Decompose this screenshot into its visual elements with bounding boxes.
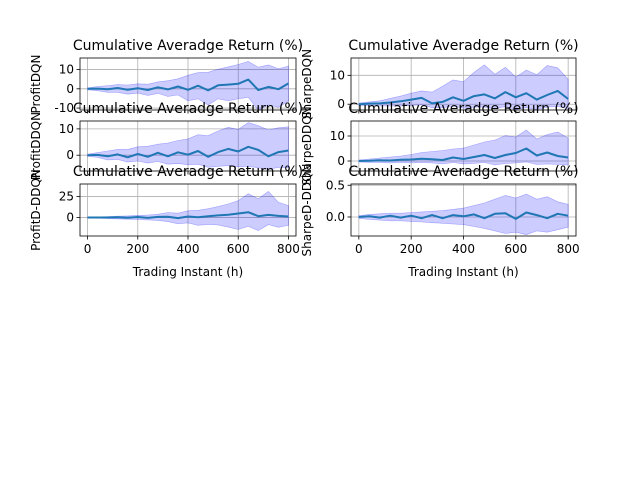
subplot-3: 0 10 Cumulative Averadge Return (%) ProfitD… bbox=[29, 101, 303, 180]
mean-return-line bbox=[358, 211, 569, 220]
y-tick-label: 0 bbox=[66, 82, 74, 96]
y-tick-label: 0 bbox=[337, 97, 345, 111]
x-tick-label: 600 bbox=[227, 242, 250, 256]
confidence-band bbox=[87, 61, 289, 111]
x-axis-label: Trading Instant (h) bbox=[407, 265, 518, 279]
y-tick-label: 0.5 bbox=[326, 178, 345, 192]
x-tick-label: 200 bbox=[126, 242, 149, 256]
mean-return-line bbox=[87, 145, 289, 159]
mean-return-line bbox=[358, 89, 569, 106]
y-tick-label: 10 bbox=[330, 68, 345, 82]
confidence-band bbox=[358, 129, 569, 166]
subplot-1: -10 0 10 Cumulative Averadge Return (%) Prof… bbox=[29, 38, 303, 115]
x-tick-label: 800 bbox=[277, 242, 300, 256]
y-tick-label: 0 bbox=[66, 148, 74, 162]
subplot-title: Cumulative Averadge Return (%) bbox=[348, 164, 578, 180]
x-tick-label: 600 bbox=[504, 242, 527, 256]
subplot-title: Cumulative Averadge Return (%) bbox=[348, 38, 578, 54]
y-axis-label: SharpeD-DDQN bbox=[300, 164, 314, 257]
y-tick-label: 0 bbox=[337, 154, 345, 168]
x-tick-label: 800 bbox=[557, 242, 580, 256]
y-axis-label: ProfitDQN bbox=[29, 55, 43, 114]
y-axis-label: SharpeDDQN bbox=[300, 106, 314, 185]
x-tick-label: 200 bbox=[400, 242, 423, 256]
x-tick-label: 400 bbox=[452, 242, 475, 256]
y-axis-label: SharpeDQN bbox=[300, 49, 314, 119]
subplot-title: Cumulative Averadge Return (%) bbox=[73, 101, 303, 117]
subplot-title: Cumulative Averadge Return (%) bbox=[73, 164, 303, 180]
mean-return-line bbox=[358, 147, 569, 162]
y-tick-label: -10 bbox=[54, 101, 74, 115]
x-axis-label: Trading Instant (h) bbox=[132, 265, 243, 279]
confidence-band bbox=[87, 122, 289, 170]
y-tick-label: 10 bbox=[59, 122, 74, 136]
subplot-title: Cumulative Averadge Return (%) bbox=[348, 101, 578, 117]
confidence-band bbox=[87, 190, 289, 231]
y-tick-label: 0.0 bbox=[326, 210, 345, 224]
y-tick-label: 25 bbox=[59, 190, 74, 204]
subplot-5: 0 200 400 600 800 0 25 Cumulative Averadge Retu… bbox=[29, 164, 303, 279]
x-tick-label: 0 bbox=[84, 242, 92, 256]
y-axis-label: ProfitDDQN bbox=[29, 112, 43, 180]
x-tick-label: 0 bbox=[355, 242, 363, 256]
x-tick-label: 400 bbox=[177, 242, 200, 256]
subplot-title: Cumulative Averadge Return (%) bbox=[73, 38, 303, 54]
mean-return-line bbox=[87, 78, 289, 92]
y-tick-label: 10 bbox=[59, 63, 74, 77]
y-axis-label: ProfitD-DDQN bbox=[29, 169, 43, 251]
confidence-band bbox=[358, 193, 569, 236]
mean-return-line bbox=[87, 211, 289, 220]
y-tick-label: 0 bbox=[66, 211, 74, 225]
y-tick-label: 10 bbox=[330, 129, 345, 143]
